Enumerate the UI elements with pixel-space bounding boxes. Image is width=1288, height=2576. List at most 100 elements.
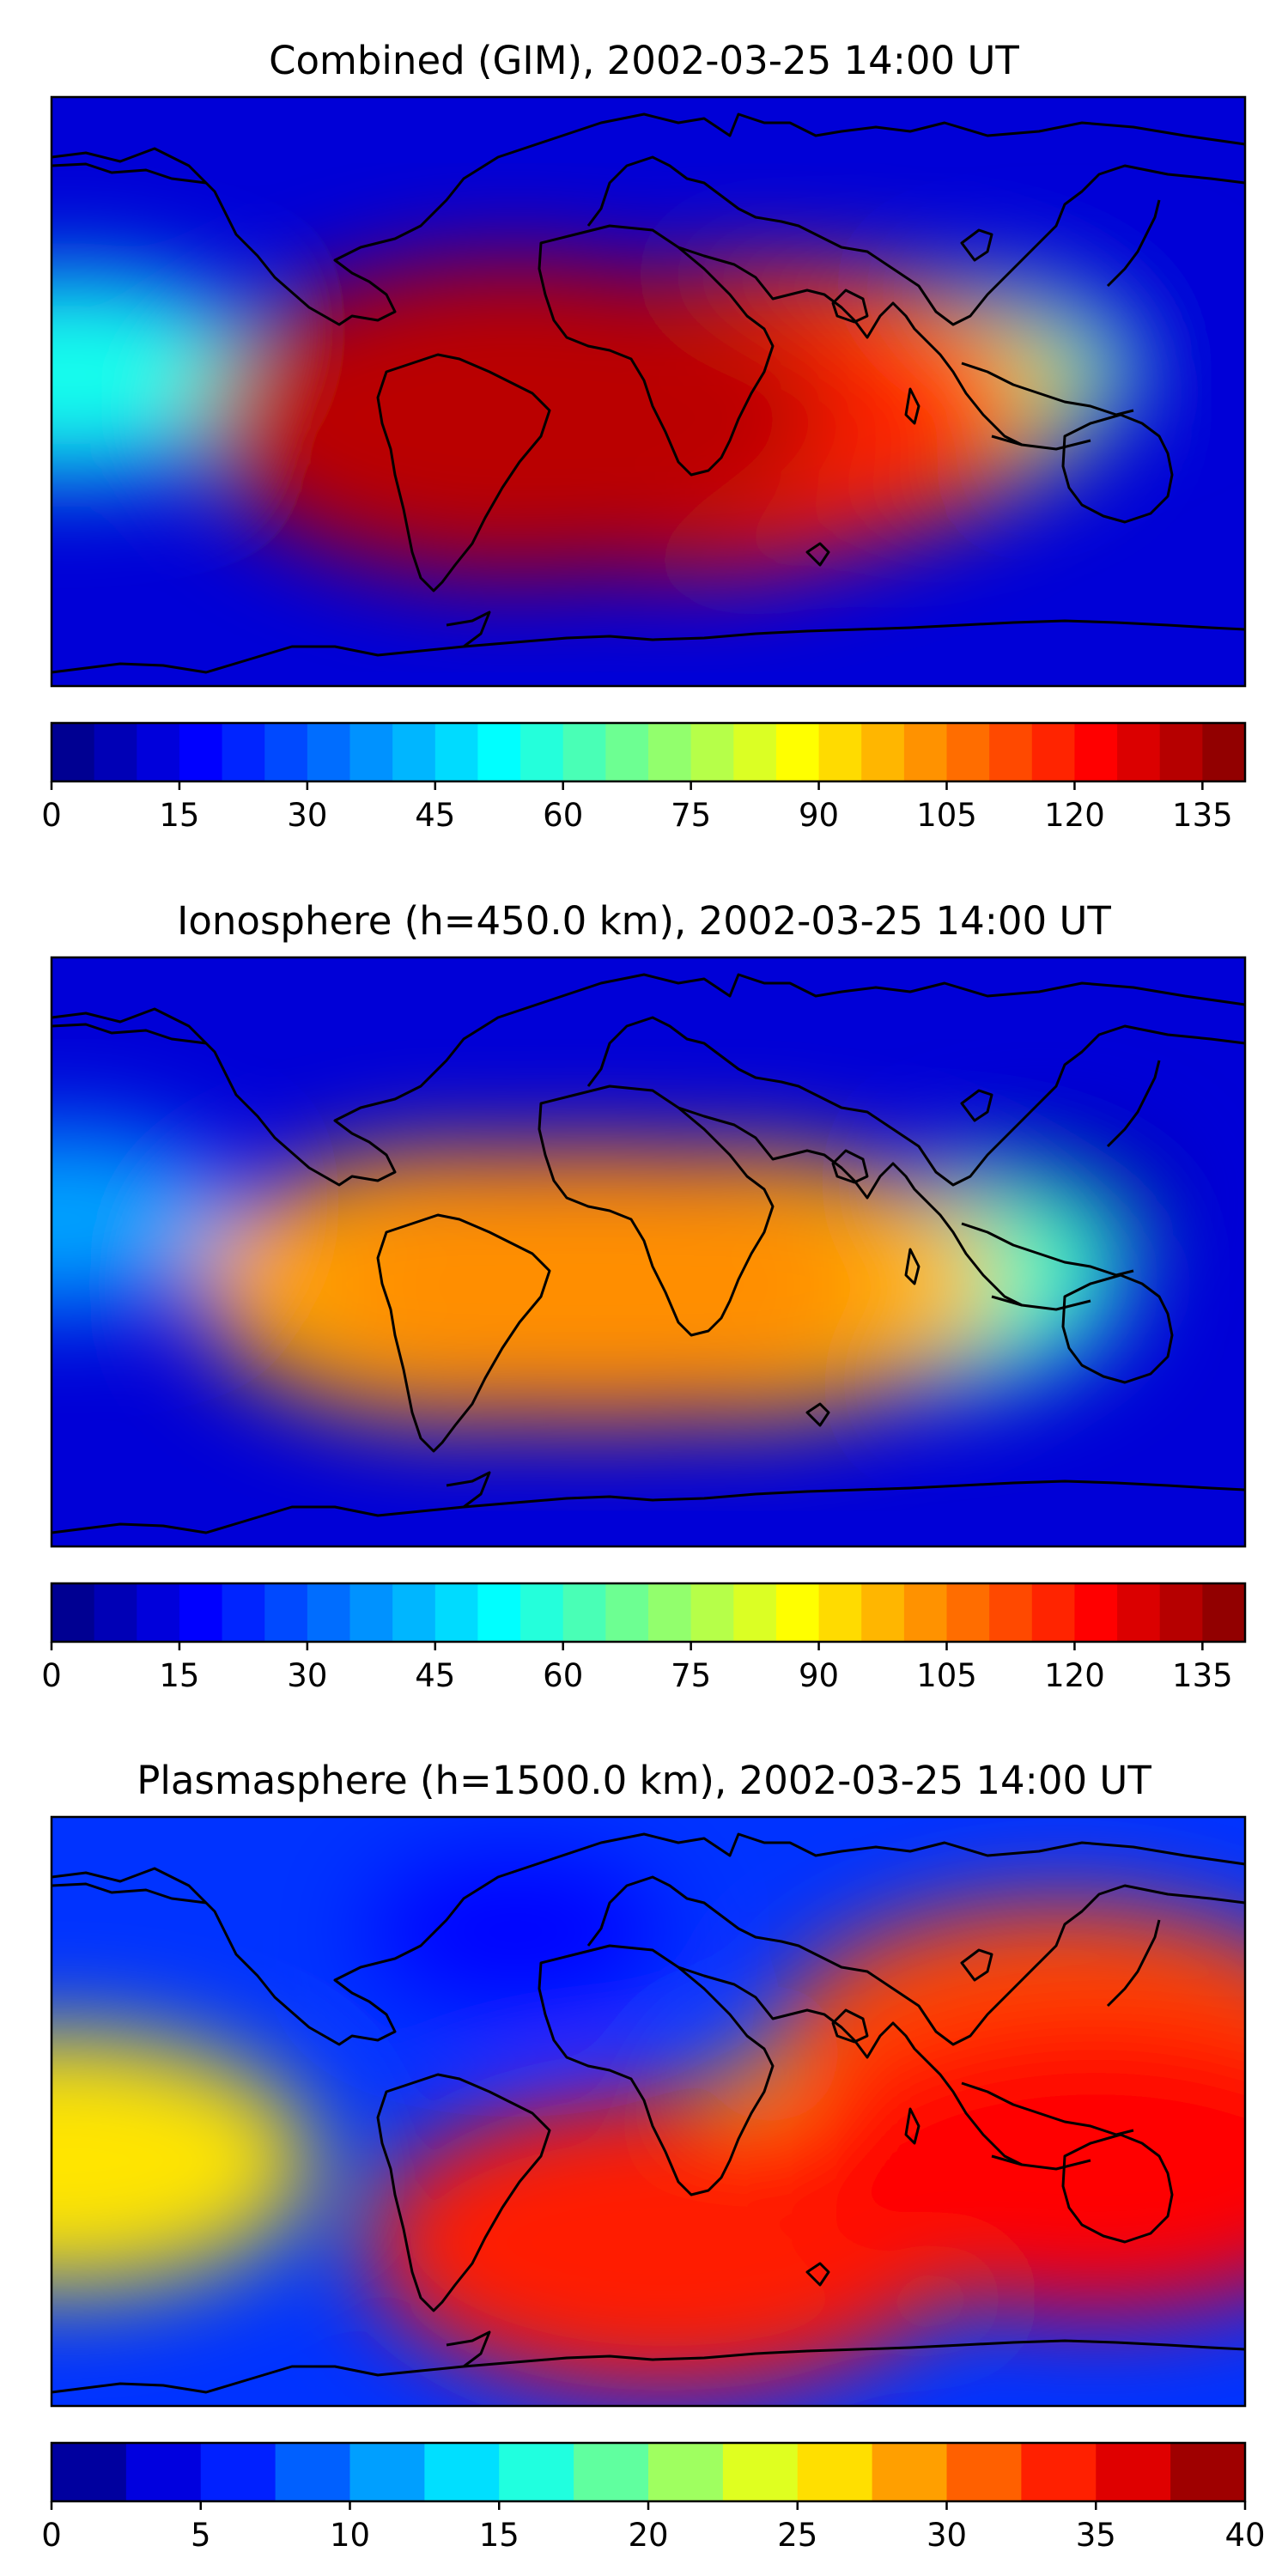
colorbar-tick-label: 20: [628, 2517, 668, 2554]
colorbar-tick-label: 45: [415, 797, 455, 834]
colorbar-segment: [1117, 1583, 1161, 1642]
colorbar-segment: [264, 1583, 308, 1642]
colorbar-segment: [818, 723, 862, 781]
colorbar-segment: [499, 2443, 574, 2501]
colorbar-segment: [179, 723, 223, 781]
colorbar-segment: [690, 723, 734, 781]
colorbar-tick-label: 30: [927, 2517, 967, 2554]
colorbar-2: 0 15 30 45 60 75 90 105 120 135: [41, 1582, 1247, 1694]
colorbar-segment: [520, 1583, 564, 1642]
colorbar-segment: [605, 723, 649, 781]
colorbar-segment: [94, 1583, 137, 1642]
field-feature-6: [323, 1146, 874, 1423]
colorbar-tick-label: 75: [671, 1657, 711, 1694]
colorbar-tick-label: 10: [330, 2517, 370, 2554]
colorbar-segment: [1159, 1583, 1203, 1642]
colorbar-segment: [1031, 1583, 1076, 1642]
colorbar-tick-label: 0: [41, 1657, 62, 1694]
colorbar-segment: [222, 1583, 265, 1642]
colorbar-segment: [264, 723, 308, 781]
colorbar-segment: [477, 1583, 521, 1642]
colorbar-segment: [307, 723, 351, 781]
colorbar-segment: [562, 723, 606, 781]
colorbar-segment: [94, 723, 137, 781]
map-3: [50, 1815, 1247, 2408]
colorbar-3: 0 5 10 15 20 25 30 35 40: [41, 2441, 1266, 2554]
colorbar-segment: [275, 2443, 351, 2501]
colorbar-segment: [775, 723, 820, 781]
colorbar-segment: [733, 723, 777, 781]
field-feature-1: [366, 1856, 665, 2007]
colorbar-tick-label: 30: [287, 797, 327, 834]
colorbar-segment: [733, 1583, 777, 1642]
field-feature-2: [52, 1127, 241, 1311]
colorbar-segment: [307, 1583, 351, 1642]
colorbar-tick-label: 120: [1044, 797, 1105, 834]
colorbar-segment: [1031, 723, 1076, 781]
colorbar-frame: [50, 721, 1247, 783]
colorbar-segment: [989, 723, 1033, 781]
colorbar-segment: [946, 1583, 990, 1642]
colorbar-segment: [797, 2443, 873, 2501]
colorbar-segment: [989, 1583, 1033, 1642]
colorbar-tick-label: 0: [41, 797, 62, 834]
colorbar-tick-label: 25: [777, 2517, 817, 2554]
colorbar-segment: [1117, 723, 1161, 781]
colorbar-tick-label: 45: [415, 1657, 455, 1694]
colorbar-segment: [903, 1583, 948, 1642]
colorbar-segment: [52, 2443, 127, 2501]
colorbar-segment: [52, 1583, 95, 1642]
colorbar-segment: [562, 1583, 606, 1642]
colorbar-segment: [125, 2443, 202, 2501]
colorbar-tick-label: 40: [1224, 2517, 1265, 2554]
colorbar-tick-label: 90: [799, 797, 839, 834]
colorbar-segment: [349, 723, 393, 781]
colorbar-1: 0 15 30 45 60 75 90 105 120 135: [41, 721, 1247, 834]
panel-1-title: Combined (GIM), 2002-03-25 14:00 UT: [269, 38, 1019, 83]
colorbar-segment: [946, 2443, 1022, 2501]
colorbar-segment: [1096, 2443, 1171, 2501]
colorbar-segment: [349, 1583, 393, 1642]
colorbar-tick-label: 15: [159, 797, 199, 834]
colorbar-tick-label: 135: [1172, 1657, 1233, 1694]
colorbar-tick-label: 60: [543, 797, 583, 834]
colorbar-tick-label: 30: [287, 1657, 327, 1694]
map-frame: [50, 95, 1247, 688]
colorbar-segment: [137, 1583, 180, 1642]
colorbar-segment: [392, 723, 436, 781]
colorbar-segment: [349, 2443, 425, 2501]
colorbar-segment: [1074, 723, 1118, 781]
colorbar-segment: [872, 2443, 948, 2501]
colorbar-frame: [50, 1582, 1247, 1643]
colorbar-segment: [1074, 1583, 1118, 1642]
field-feature-3: [52, 2032, 316, 2290]
colorbar-segment: [946, 723, 990, 781]
map-frame: [50, 1815, 1247, 2408]
colorbar-segment: [392, 1583, 436, 1642]
colorbar-tick-label: 15: [159, 1657, 199, 1694]
field-feature-7: [792, 2008, 1245, 2313]
colorbar-segment: [648, 723, 692, 781]
colorbar-tick-label: 15: [479, 2517, 519, 2554]
colorbar-segment: [424, 2443, 500, 2501]
colorbar-segment: [648, 1583, 692, 1642]
colorbar-segment: [818, 1583, 862, 1642]
colorbar-segment: [775, 1583, 820, 1642]
colorbar-segment: [861, 1583, 905, 1642]
colorbar-segment: [722, 2443, 799, 2501]
colorbar-segment: [52, 723, 95, 781]
colorbar-tick-label: 120: [1044, 1657, 1105, 1694]
colorbar-tick-label: 60: [543, 1657, 583, 1694]
colorbar-segment: [903, 723, 948, 781]
colorbar-segment: [1159, 723, 1203, 781]
colorbar-segment: [434, 723, 479, 781]
colorbar-tick-label: 135: [1172, 797, 1233, 834]
colorbar-segment: [222, 723, 265, 781]
colorbar-segment: [1202, 723, 1246, 781]
colorbar-segment: [648, 2443, 724, 2501]
colorbar-segment: [1170, 2443, 1246, 2501]
colorbar-tick-label: 35: [1076, 2517, 1116, 2554]
colorbar-tick-label: 90: [799, 1657, 839, 1694]
colorbar-segment: [1202, 1583, 1246, 1642]
colorbar-tick-label: 5: [191, 2517, 211, 2554]
